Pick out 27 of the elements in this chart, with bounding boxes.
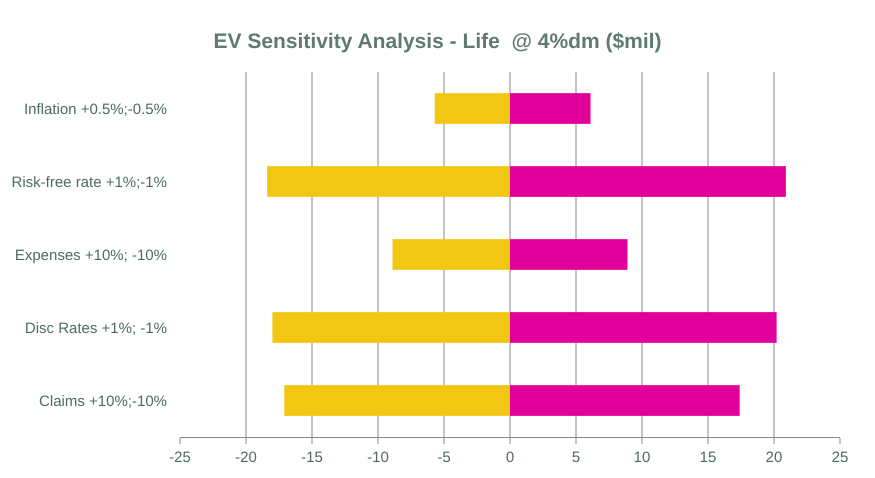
x-tick-label: 0	[506, 449, 514, 466]
y-tick-label: Risk-free rate +1%;-1%	[12, 174, 167, 191]
bar	[434, 93, 510, 124]
bar	[272, 312, 510, 343]
x-tick-label: -15	[301, 449, 323, 466]
bar	[510, 166, 786, 197]
bar	[392, 239, 510, 270]
x-tick-label: -25	[169, 449, 191, 466]
x-tick-label: -20	[235, 449, 257, 466]
bar	[510, 312, 777, 343]
y-tick-label: Claims +10%;-10%	[39, 392, 167, 410]
y-tick-label: Inflation +0.5%;-0.5%	[24, 100, 167, 118]
bar	[510, 239, 628, 270]
bar	[510, 385, 740, 416]
x-tick-label: 10	[634, 449, 650, 466]
x-tick-label: -10	[367, 449, 389, 466]
x-tick-label: 5	[572, 449, 580, 466]
y-tick-label: Disc Rates +1%; -1%	[24, 320, 167, 337]
x-tick-label: 25	[832, 449, 848, 466]
x-tick-label: 20	[766, 449, 782, 466]
y-tick-label: Expenses +10%; -10%	[14, 246, 167, 264]
bar	[510, 93, 591, 124]
bar	[267, 166, 510, 197]
x-tick-label: -5	[437, 449, 451, 466]
x-tick-label: 15	[700, 449, 716, 466]
chart-title: EV Sensitivity Analysis - Life @ 4%dm ($mil)	[214, 30, 662, 54]
bar	[284, 385, 510, 416]
